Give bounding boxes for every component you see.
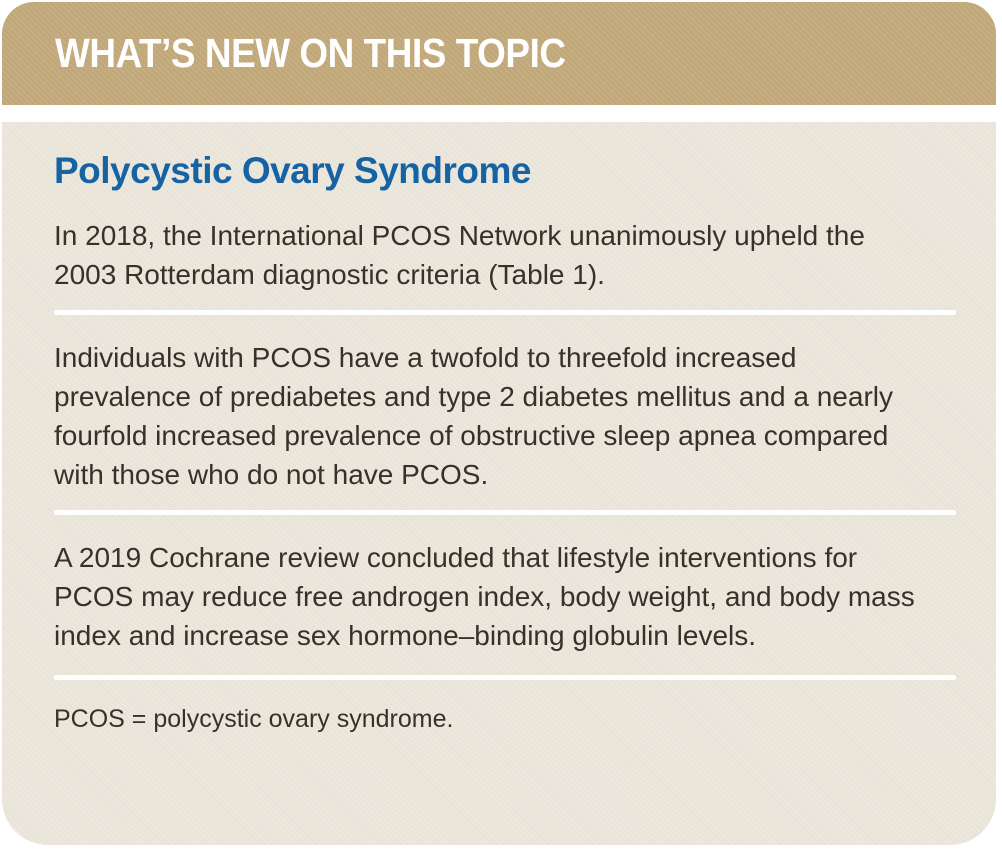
whats-new-card: WHAT’S NEW ON THIS TOPIC Polycystic Ovar…: [2, 2, 996, 845]
summary-paragraph-1: In 2018, the International PCOS Network …: [54, 220, 865, 290]
topic-title: Polycystic Ovary Syndrome: [54, 150, 531, 191]
summary-paragraph-3: A 2019 Cochrane review concluded that li…: [54, 542, 915, 651]
abbreviation-footnote: PCOS = polycystic ovary syndrome.: [54, 705, 454, 733]
card-header: WHAT’S NEW ON THIS TOPIC: [2, 2, 996, 105]
divider: [54, 675, 956, 680]
divider: [54, 510, 956, 515]
card-header-title: WHAT’S NEW ON THIS TOPIC: [55, 30, 566, 76]
divider: [54, 310, 956, 315]
summary-paragraph-2: Individuals with PCOS have a twofold to …: [54, 342, 893, 490]
card-body: Polycystic Ovary Syndrome In 2018, the I…: [2, 122, 996, 845]
